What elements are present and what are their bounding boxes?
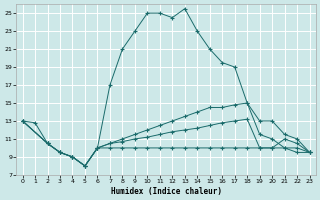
X-axis label: Humidex (Indice chaleur): Humidex (Indice chaleur) xyxy=(111,187,221,196)
